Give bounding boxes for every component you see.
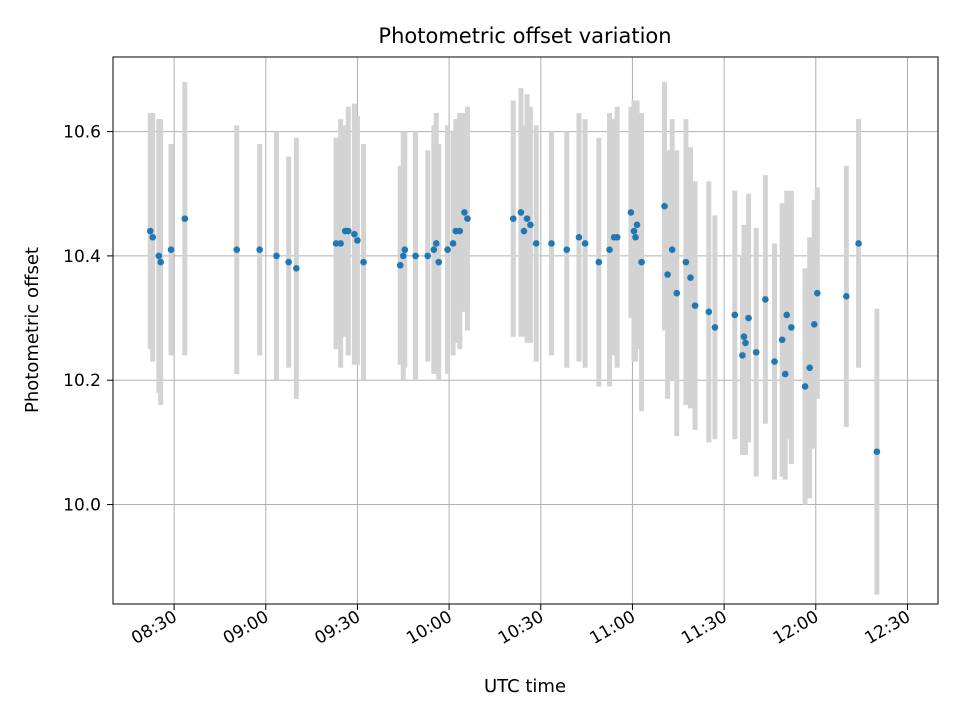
- plot-frame: [112, 56, 939, 605]
- data-point: [149, 233, 157, 241]
- data-point: [527, 221, 534, 229]
- data-point: [575, 233, 583, 241]
- data-point: [687, 274, 694, 281]
- data-point: [157, 258, 164, 266]
- data-point: [354, 237, 361, 244]
- data-point: [563, 246, 571, 253]
- x-axis-label: UTC time: [484, 676, 566, 697]
- data-point: [273, 252, 280, 260]
- data-point: [351, 230, 358, 238]
- data-point: [399, 252, 407, 260]
- data-point: [778, 336, 786, 344]
- data-point: [661, 202, 668, 210]
- data-point: [783, 311, 791, 319]
- data-point: [464, 215, 471, 222]
- data-point: [771, 358, 778, 365]
- data-point: [682, 258, 690, 266]
- data-point: [396, 261, 404, 269]
- data-point: [509, 215, 517, 222]
- y-axis-ticks: 10.0 10.2 10.4 10.6: [63, 123, 113, 516]
- data-point: [435, 258, 443, 266]
- data-point: [705, 308, 713, 316]
- data-point: [843, 293, 850, 300]
- data-point: [762, 296, 769, 303]
- data-point: [344, 227, 352, 235]
- data-point: [293, 265, 300, 272]
- data-point: [606, 246, 613, 253]
- data-point: [256, 246, 263, 253]
- data-point: [691, 302, 699, 309]
- data-point: [532, 240, 540, 247]
- data-point: [595, 258, 603, 266]
- data-point: [745, 314, 752, 322]
- data-point: [430, 246, 438, 253]
- data-point: [633, 221, 641, 229]
- data-point: [810, 320, 818, 328]
- data-point: [731, 311, 739, 319]
- data-point: [613, 233, 621, 241]
- chart-title: Photometric offset variation: [378, 24, 671, 48]
- data-point: [627, 209, 635, 216]
- data-point: [632, 233, 639, 241]
- data-point: [873, 448, 881, 456]
- data-point: [806, 364, 813, 372]
- data-point: [673, 289, 681, 297]
- data-point: [401, 246, 409, 253]
- data-point: [742, 339, 749, 347]
- data-point: [781, 370, 789, 378]
- data-point: [360, 258, 367, 266]
- data-point: [581, 240, 589, 247]
- data-point: [740, 333, 748, 341]
- data-point: [233, 246, 241, 253]
- data-point: [146, 227, 154, 235]
- data-point: [814, 289, 821, 297]
- data-point: [548, 240, 555, 247]
- data-point: [337, 240, 344, 247]
- data-point: [444, 246, 451, 253]
- data-point: [456, 227, 464, 235]
- y-axis-label: Photometric offset: [22, 247, 43, 413]
- data-point: [630, 227, 638, 235]
- data-point: [523, 215, 531, 222]
- data-point: [432, 240, 440, 247]
- y-tick-label: 10.2: [63, 371, 101, 391]
- data-point: [711, 324, 719, 331]
- data-point: [517, 209, 525, 216]
- data-point: [668, 246, 676, 253]
- data-point: [181, 215, 189, 222]
- y-tick-label: 10.0: [63, 496, 101, 516]
- data-point: [801, 383, 809, 390]
- y-tick-label: 10.4: [63, 247, 101, 267]
- data-point: [638, 258, 645, 266]
- data-point: [752, 348, 760, 356]
- data-point: [520, 227, 528, 235]
- data-point: [788, 324, 795, 331]
- data-point: [461, 209, 468, 216]
- data-point: [155, 252, 163, 260]
- data-point: [664, 271, 671, 278]
- data-point: [739, 352, 746, 359]
- data-point: [855, 240, 862, 247]
- data-point: [167, 246, 175, 253]
- data-point: [332, 240, 340, 247]
- data-point: [449, 240, 457, 247]
- data-points: [146, 202, 881, 456]
- data-point: [424, 252, 432, 260]
- y-tick-label: 10.6: [63, 123, 101, 143]
- data-point: [412, 252, 419, 260]
- data-point: [285, 258, 292, 266]
